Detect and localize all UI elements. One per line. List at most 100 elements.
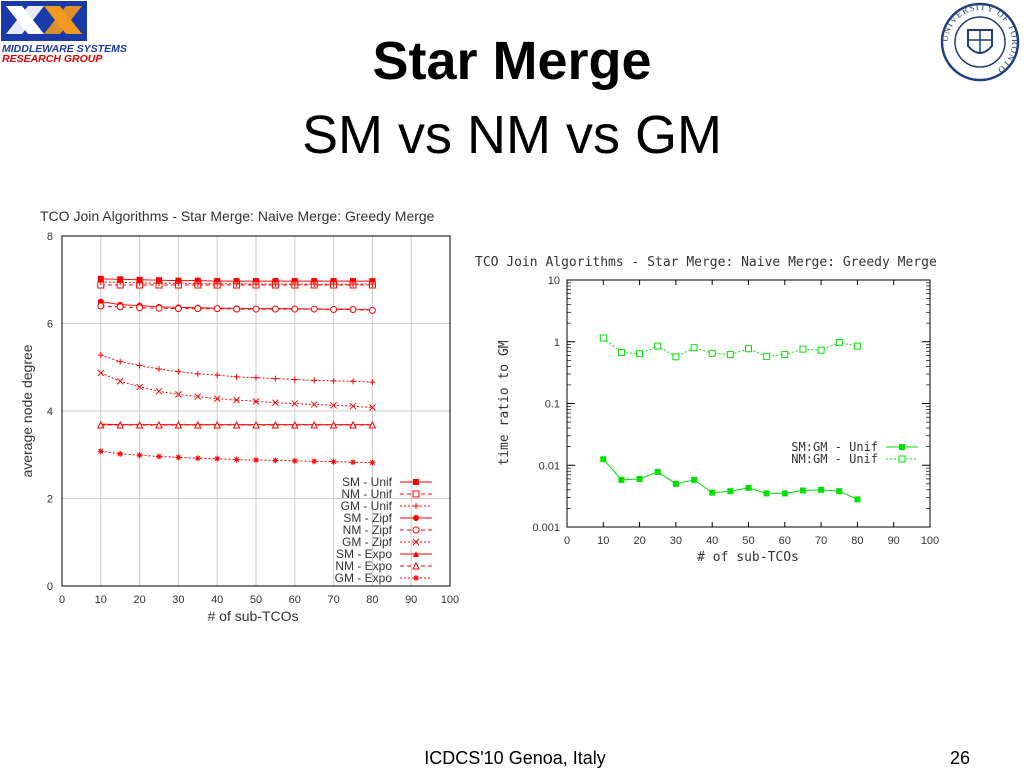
legend-marker [413, 515, 419, 521]
data-point [746, 346, 752, 352]
data-point [195, 306, 201, 312]
legend-marker [413, 563, 419, 569]
data-point [331, 307, 337, 313]
y-axis-label: time ratio to GM [497, 340, 512, 465]
data-point [350, 307, 356, 313]
legend-marker [413, 491, 419, 497]
x-tick-label: 10 [95, 594, 107, 606]
data-point [369, 460, 375, 466]
x-tick-label: 50 [250, 594, 262, 606]
y-tick-label: 8 [47, 231, 53, 243]
legend-marker [899, 456, 905, 462]
x-tick-label: 0 [59, 594, 65, 606]
legend-marker [899, 444, 905, 450]
x-tick-label: 100 [921, 535, 939, 547]
data-point [117, 359, 123, 365]
data-point [350, 459, 356, 465]
x-tick-label: 100 [441, 594, 459, 606]
y-tick-label: 6 [47, 319, 53, 331]
data-point [137, 305, 143, 311]
time-ratio-chart: TCO Join Algorithms - Star Merge: Naive … [470, 245, 1024, 575]
data-point [691, 345, 697, 351]
data-point [156, 454, 162, 460]
data-point [272, 457, 278, 463]
x-tick-label: 30 [172, 594, 184, 606]
y-tick-label: 2 [47, 494, 53, 506]
y-tick-label: 0.01 [539, 460, 560, 472]
chart-title: TCO Join Algorithms - Star Merge: Naive … [475, 255, 937, 270]
data-point [175, 454, 181, 460]
data-point [818, 347, 824, 353]
slide-title: Star Merge [0, 30, 1024, 92]
data-point [253, 457, 259, 463]
data-point [818, 487, 824, 493]
data-point [195, 455, 201, 461]
data-point [764, 353, 770, 359]
data-point [691, 477, 697, 483]
x-tick-label: 40 [706, 535, 718, 547]
data-point [800, 488, 806, 494]
data-point [156, 388, 162, 394]
data-point [234, 374, 240, 380]
data-point [709, 490, 715, 496]
x-tick-label: 50 [742, 535, 754, 547]
legend-label: GM - Expo [335, 571, 393, 585]
x-tick-label: 0 [564, 535, 570, 547]
node-degree-chart: TCO Join Algorithms - Star Merge: Naive … [0, 195, 480, 630]
chart-series [600, 335, 860, 502]
series-group [98, 422, 376, 428]
x-axis-label: # of sub-TCOs [207, 608, 298, 624]
data-point [618, 349, 624, 355]
x-tick-label: 40 [211, 594, 223, 606]
data-point [600, 456, 606, 462]
data-point [637, 351, 643, 357]
data-point [331, 459, 337, 465]
x-tick-label: 70 [327, 594, 339, 606]
data-point [272, 376, 278, 382]
data-point [156, 366, 162, 372]
data-point [836, 340, 842, 346]
y-tick-label: 4 [47, 406, 53, 418]
data-point [292, 306, 298, 312]
data-point [234, 457, 240, 463]
data-point [311, 458, 317, 464]
data-point [746, 485, 752, 491]
x-tick-label: 20 [133, 594, 145, 606]
chart-title: TCO Join Algorithms - Star Merge: Naive … [40, 208, 435, 224]
data-point [854, 343, 860, 349]
x-tick-label: 90 [405, 594, 417, 606]
data-point [369, 307, 375, 313]
data-point [214, 456, 220, 462]
data-point [175, 306, 181, 312]
data-point [98, 352, 104, 358]
data-point [673, 354, 679, 360]
y-tick-label: 1 [554, 337, 560, 349]
data-point [727, 352, 733, 358]
data-point [369, 379, 375, 385]
x-tick-label: 10 [597, 535, 609, 547]
data-point [137, 363, 143, 369]
data-point [117, 304, 123, 310]
footer-venue: ICDCS'10 Genoa, Italy [350, 748, 680, 769]
y-tick-label: 0.001 [532, 522, 560, 534]
y-axis-label: average node degree [19, 344, 35, 477]
data-point [98, 448, 104, 454]
slide-number: 26 [930, 748, 970, 769]
data-point [331, 378, 337, 384]
x-tick-label: 80 [851, 535, 863, 547]
x-tick-label: 90 [888, 535, 900, 547]
data-point [782, 490, 788, 496]
data-point [673, 481, 679, 487]
y-tick-label: 10 [548, 275, 560, 287]
data-point [214, 306, 220, 312]
data-point [292, 377, 298, 383]
data-point [764, 490, 770, 496]
legend-label: NM:GM - Unif [791, 452, 878, 466]
data-point [800, 346, 806, 352]
data-point [253, 375, 259, 381]
data-point [311, 306, 317, 312]
legend-marker [413, 503, 419, 509]
data-point [350, 378, 356, 384]
